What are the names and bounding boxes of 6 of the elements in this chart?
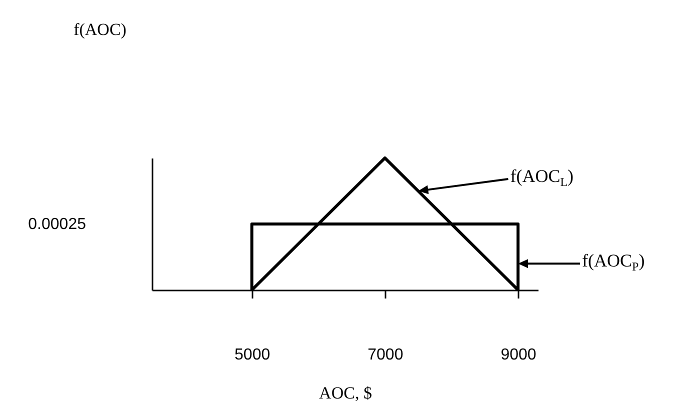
x-tick-label: 9000 <box>500 346 536 364</box>
x-axis-title: AOC, $ <box>319 384 372 402</box>
x-tick-label: 5000 <box>234 346 270 364</box>
x-tick-label: 7000 <box>368 346 404 364</box>
text: 0.00025 <box>28 216 86 233</box>
text: f(AOC) <box>74 20 126 39</box>
